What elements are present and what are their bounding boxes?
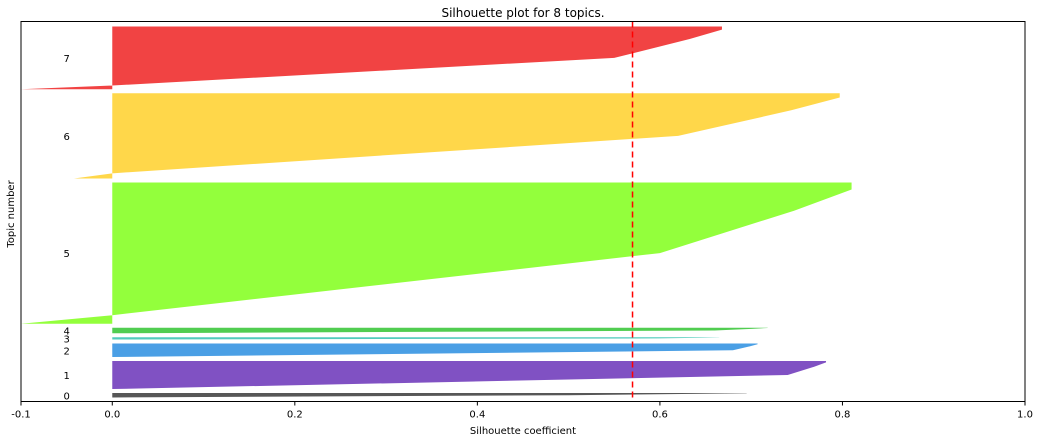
silhouette-band-3	[112, 337, 720, 340]
silhouette-band-1	[112, 360, 827, 390]
chart-title: Silhouette plot for 8 topics.	[441, 6, 604, 20]
cluster-label-5: 5	[63, 249, 69, 260]
silhouette-band-6	[73, 93, 840, 179]
silhouette-band-5	[21, 182, 852, 324]
plot-frame	[20, 21, 1026, 402]
cluster-label-7: 7	[63, 54, 69, 65]
cluster-label-2: 2	[63, 346, 69, 357]
cluster-label-0: 0	[63, 391, 69, 402]
plot-area: 0 1 234 5 6 7	[21, 21, 852, 402]
silhouette-band-4	[112, 327, 768, 334]
x-axis: -0.1 0.0 0.2 0.4 0.6 0.8 1.0	[11, 401, 1033, 421]
x-tick-label: -0.1	[11, 410, 31, 421]
x-tick-label: 0.0	[104, 410, 120, 421]
cluster-label-6: 6	[63, 132, 69, 143]
cluster-label-4: 4	[63, 326, 69, 337]
cluster-label-3: 3	[63, 334, 69, 345]
x-tick-label: 0.6	[652, 410, 668, 421]
x-tick-label: 1.0	[1017, 410, 1033, 421]
cluster-label-1: 1	[63, 371, 69, 382]
x-tick-label: 0.4	[469, 410, 485, 421]
y-axis-label: Topic number	[6, 179, 17, 248]
silhouette-band-7	[21, 26, 722, 90]
x-tick-label: 0.2	[287, 410, 303, 421]
x-tick-label: 0.8	[835, 410, 851, 421]
silhouette-band-2	[112, 343, 758, 357]
x-axis-label: Silhouette coefficient	[470, 426, 576, 437]
silhouette-band-0	[112, 393, 747, 398]
